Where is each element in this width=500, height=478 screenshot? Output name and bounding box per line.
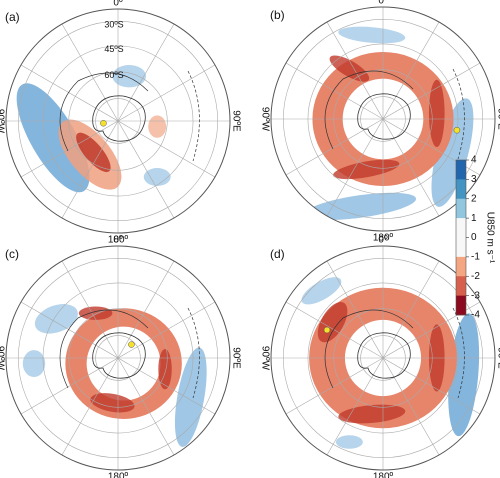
- antarctica-coast: [357, 332, 411, 379]
- colorbar-segment: [456, 198, 466, 219]
- map-panel: [270, 245, 496, 471]
- meridian: [326, 260, 440, 456]
- antarctica-coast: [92, 95, 146, 142]
- lat-label: 30ºS: [104, 19, 123, 29]
- anomaly: [148, 115, 167, 138]
- colorbar-tick-label: 3: [471, 174, 477, 185]
- colorbar-tick-label: 2: [471, 193, 477, 204]
- lon-label: 90ºE: [495, 347, 500, 369]
- anomaly: [338, 26, 406, 44]
- lon-label: 0º: [113, 0, 123, 9]
- map-fill: [16, 65, 171, 193]
- colorbar-segment: [456, 218, 466, 238]
- map-fill: [305, 26, 474, 220]
- map-panel: [5, 8, 231, 234]
- lon-label: 90ºE: [495, 108, 500, 130]
- colorbar-tick-label: -4: [471, 310, 480, 321]
- anomaly: [76, 132, 111, 173]
- anomaly: [301, 277, 342, 305]
- anomaly: [305, 192, 417, 220]
- contour: [59, 72, 149, 152]
- anomaly-core: [338, 404, 406, 424]
- colorbar-tick-label: 1: [471, 213, 477, 224]
- colorbar-segment: [456, 256, 466, 277]
- contour-dashed: [187, 70, 200, 162]
- lon-label: 180º: [373, 233, 394, 244]
- lat-label: 60ºS: [104, 70, 123, 80]
- lon-label: 90ºE: [230, 347, 241, 369]
- anomaly-core: [78, 306, 113, 320]
- anomaly: [112, 65, 146, 88]
- lon-label: 90ºW: [259, 346, 270, 371]
- anomaly: [34, 304, 78, 334]
- map-fill: [22, 304, 207, 447]
- antarctica-coast: [357, 93, 411, 140]
- map-border: [5, 8, 231, 234]
- lon-label: 180º: [108, 235, 129, 246]
- map-border: [270, 245, 496, 471]
- lon-label: 90ºE: [230, 110, 241, 132]
- panel-label: (c): [5, 247, 19, 261]
- panel-label: (a): [5, 10, 20, 24]
- anomaly-core: [428, 79, 445, 147]
- anomaly-ring: [309, 287, 457, 429]
- antarctica-coast: [92, 332, 146, 379]
- lat-label: 45ºS: [104, 44, 123, 54]
- colorbar-segment: [456, 160, 466, 180]
- meridian: [61, 260, 175, 456]
- contour-dashed: [452, 68, 465, 160]
- lon-label: 0º: [113, 235, 123, 246]
- anomaly: [448, 313, 480, 437]
- colorbar-segment: [456, 179, 466, 200]
- lon-label: 90ºW: [259, 107, 270, 132]
- lon-label: 0º: [378, 235, 388, 246]
- colorbar-tick-label: -3: [471, 290, 480, 301]
- meridian: [61, 23, 175, 219]
- colorbar-tick-label: 4: [471, 155, 477, 166]
- colorbar-tick-label: 0: [471, 232, 477, 243]
- colorbar-tick-label: -2: [471, 271, 480, 282]
- map-panel: [5, 245, 231, 471]
- anomaly-core: [329, 55, 370, 82]
- anomaly: [16, 83, 90, 193]
- anomaly-core: [90, 393, 135, 413]
- station: [453, 126, 461, 134]
- colorbar-segment: [456, 237, 466, 258]
- colorbar-segment: [456, 295, 466, 316]
- anomaly: [335, 435, 363, 449]
- anomaly: [431, 98, 474, 207]
- anomaly: [143, 168, 171, 186]
- anomaly: [22, 350, 46, 378]
- contour-dashed: [187, 307, 200, 399]
- colorbar-label: U850 m s⁻¹: [484, 212, 495, 264]
- colorbar-segment: [456, 276, 466, 296]
- panel-label: (d): [270, 247, 285, 261]
- lon-label: 180º: [373, 472, 394, 478]
- anomaly-ring: [312, 51, 454, 187]
- station: [128, 341, 135, 348]
- map-border: [270, 6, 496, 232]
- meridian: [326, 21, 440, 217]
- anomaly-core: [158, 349, 172, 390]
- lon-label: 90ºW: [0, 109, 5, 134]
- contour-dashed: [452, 307, 465, 399]
- contour: [59, 309, 149, 389]
- lon-label: 180º: [108, 472, 129, 478]
- lon-label: 0º: [378, 0, 388, 7]
- station: [100, 119, 107, 127]
- contour: [324, 309, 414, 389]
- contour: [324, 70, 414, 150]
- lon-label: 90ºW: [0, 346, 5, 371]
- panel-label: (b): [270, 8, 285, 22]
- colorbar-tick-label: -1: [471, 252, 480, 263]
- station: [323, 326, 331, 334]
- anomaly-ring: [65, 308, 182, 419]
- map-border: [5, 245, 231, 471]
- map-panel: [270, 6, 496, 232]
